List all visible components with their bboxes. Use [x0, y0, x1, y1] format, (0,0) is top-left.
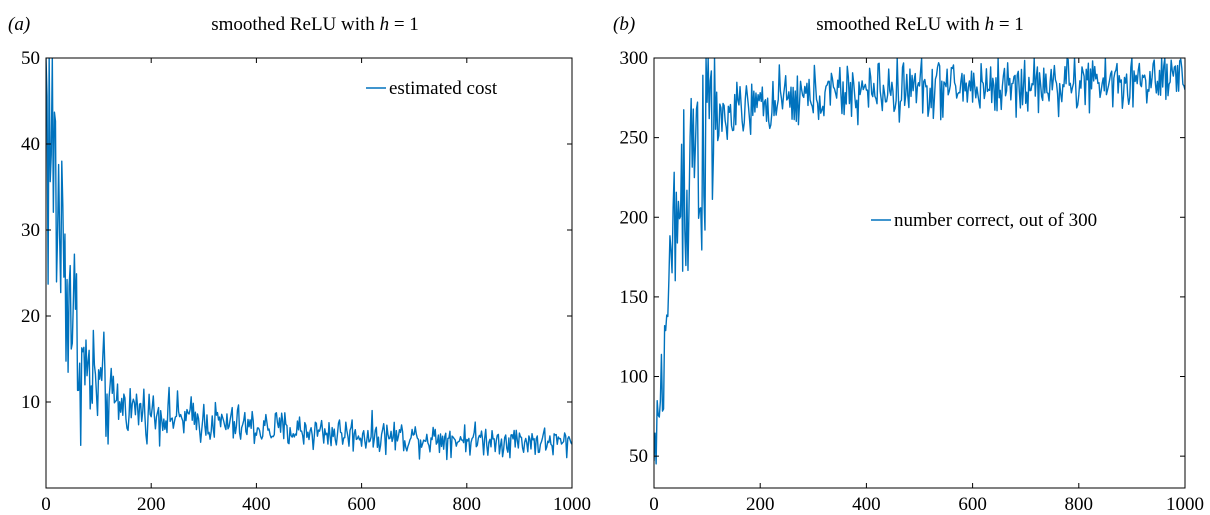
series-line [654, 58, 1185, 465]
x-tick-label: 1000 [1166, 494, 1204, 515]
x-tick-label: 0 [41, 494, 51, 515]
chart-title: smoothed ReLU with h = 1 [211, 14, 419, 35]
plot-frame [653, 57, 1186, 489]
y-tick-label: 30 [21, 220, 40, 241]
y-tick-label: 20 [21, 306, 40, 327]
chart-b-svg: (b) smoothed ReLU with h = 1 number correc… [613, 14, 1204, 515]
y-tick-label: 150 [620, 287, 649, 308]
x-tick-label: 800 [1065, 494, 1094, 515]
legend-label: estimated cost [389, 78, 498, 99]
x-tick-label: 400 [242, 494, 271, 515]
y-tick-label: 50 [21, 48, 40, 69]
y-tick-label: 50 [629, 446, 648, 467]
x-tick-label: 200 [137, 494, 166, 515]
chart-panel-b: (b) smoothed ReLU with h = 1 number correc… [605, 0, 1210, 515]
panel-label: (a) [8, 14, 30, 35]
x-tick-label: 600 [958, 494, 987, 515]
y-tick-label: 100 [620, 367, 649, 388]
panel-label: (b) [613, 14, 635, 35]
chart-panel-a: (a) smoothed ReLU with h = 1 estimated cos… [8, 14, 591, 515]
y-tick-label: 250 [620, 128, 649, 149]
x-tick-label: 800 [453, 494, 482, 515]
x-tick-label: 200 [746, 494, 775, 515]
y-tick-label: 200 [620, 207, 649, 228]
y-tick-label: 40 [21, 134, 40, 155]
chart-title: smoothed ReLU with h = 1 [816, 14, 1024, 35]
series-line [46, 58, 572, 461]
x-tick-label: 0 [649, 494, 659, 515]
plot-frame [45, 57, 573, 489]
y-tick-label: 300 [620, 48, 649, 69]
x-tick-label: 1000 [553, 494, 591, 515]
x-tick-label: 400 [852, 494, 881, 515]
x-tick-label: 600 [347, 494, 376, 515]
chart-a-svg: (a) smoothed ReLU with h = 1 estimated cos… [8, 14, 591, 515]
legend-label: number correct, out of 300 [894, 210, 1097, 231]
y-tick-label: 10 [21, 392, 40, 413]
